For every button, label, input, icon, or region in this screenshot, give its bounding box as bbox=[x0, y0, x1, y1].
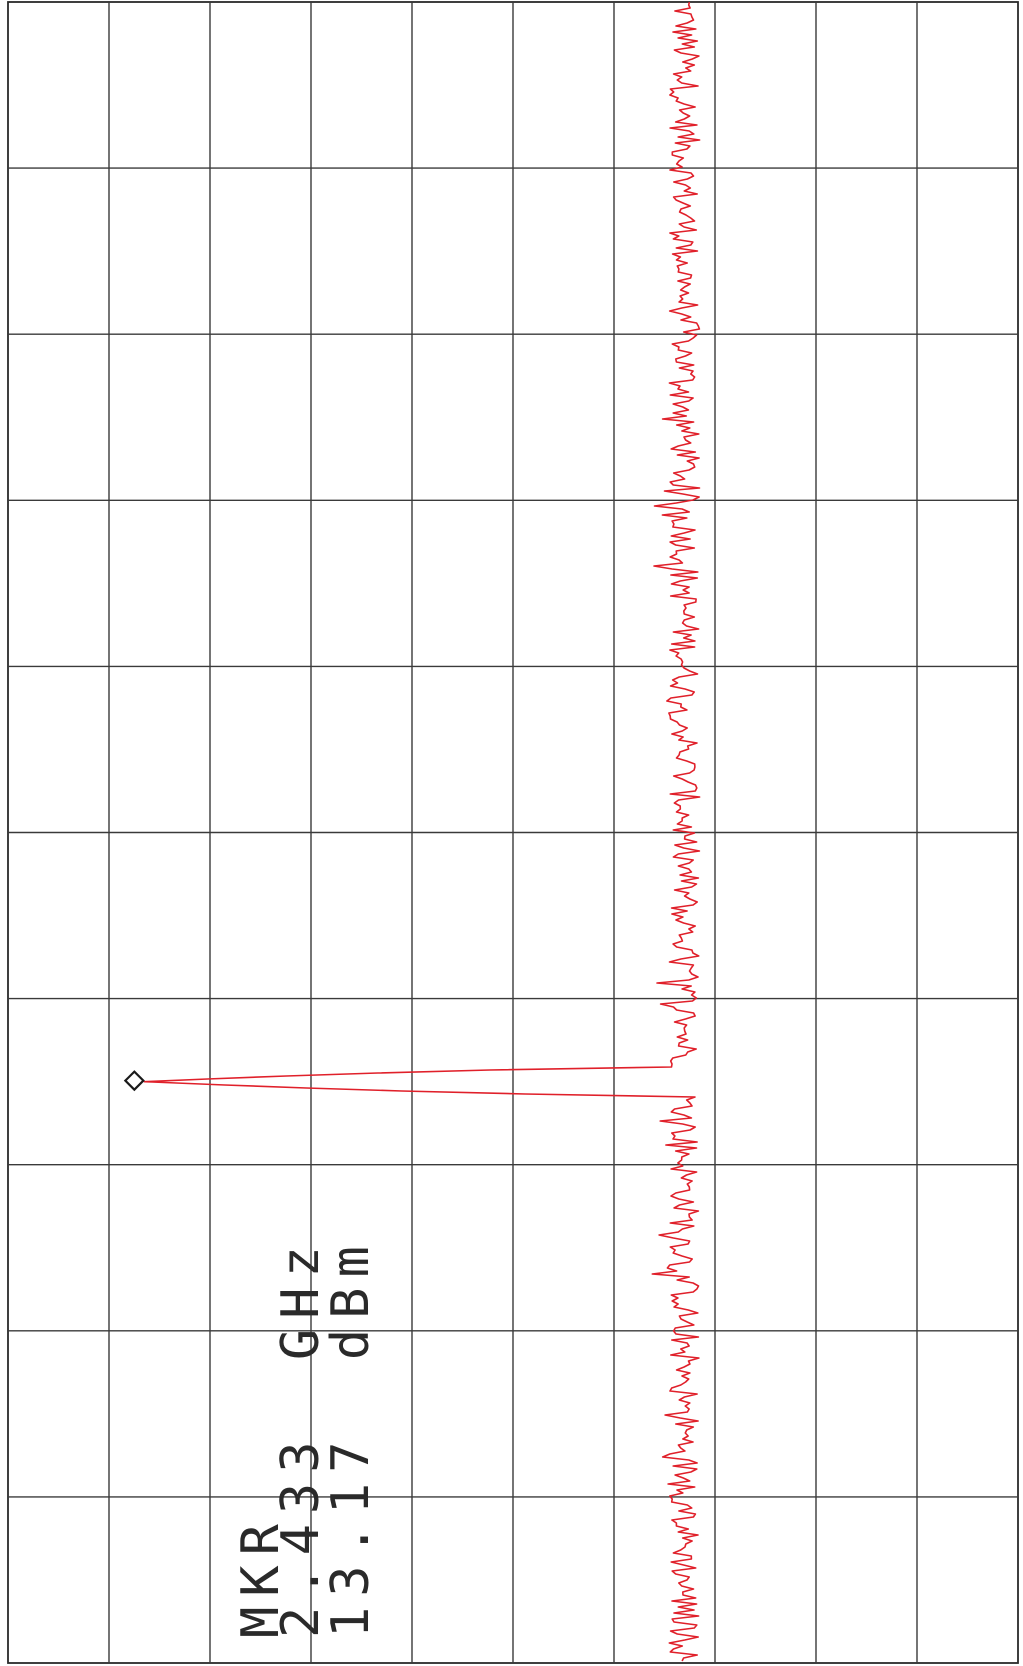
marker-frequency-unit: GHz bbox=[271, 1236, 331, 1360]
trace-layer bbox=[143, 1, 701, 1662]
marker-frequency-line: 2.433 GHz bbox=[271, 1236, 331, 1638]
grid bbox=[7, 1, 1019, 1664]
spectrum-trace bbox=[143, 1, 701, 1662]
marker-label: MKR bbox=[231, 1514, 291, 1638]
marker-layer bbox=[123, 1070, 145, 1092]
marker-amplitude-unit: dBm bbox=[321, 1236, 381, 1360]
marker-amplitude-line: 13.17 dBm bbox=[321, 1236, 381, 1638]
marker-readout: MKR 2.433 GHz 13.17 dBm bbox=[231, 1236, 381, 1638]
marker-amplitude: 13.17 bbox=[321, 1431, 381, 1638]
marker-frequency: 2.433 bbox=[271, 1431, 331, 1638]
marker-diamond bbox=[123, 1070, 145, 1092]
